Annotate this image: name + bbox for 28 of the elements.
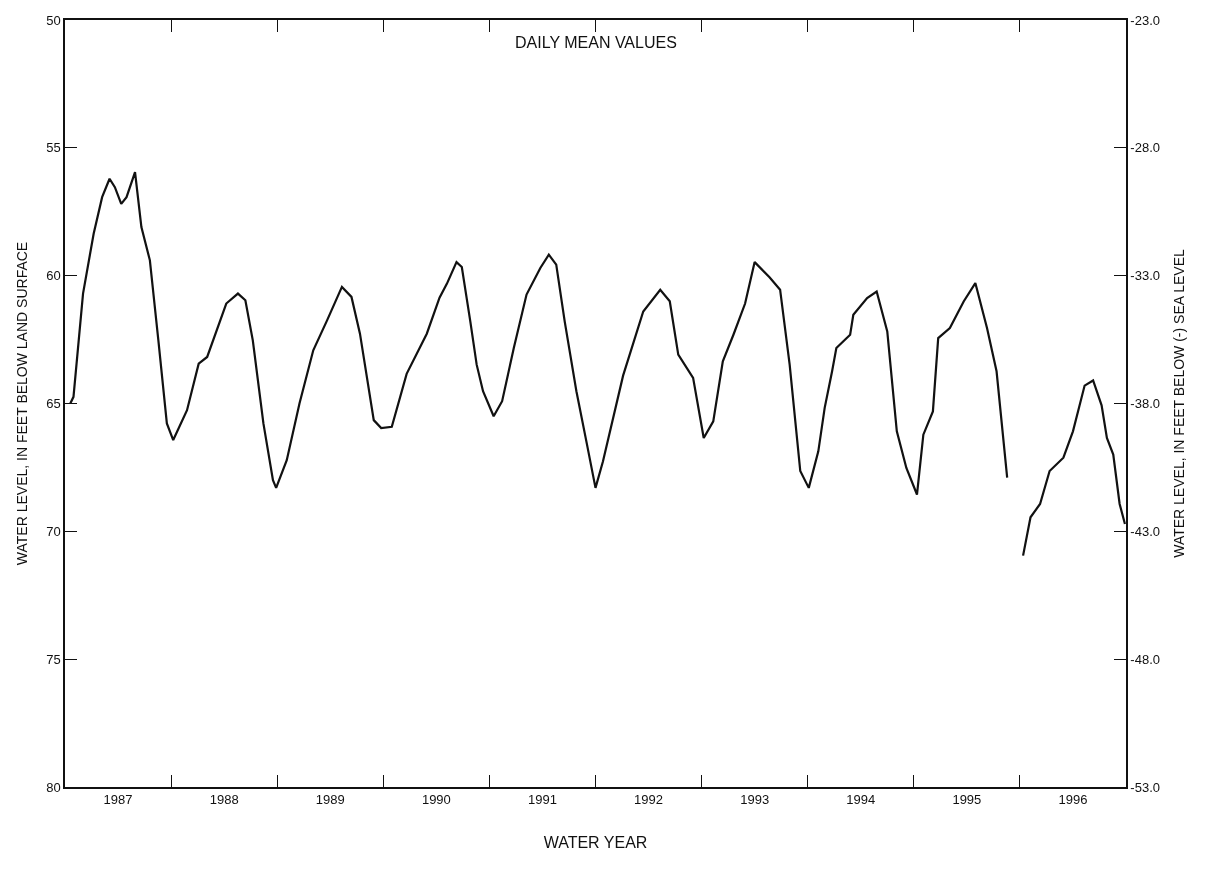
y2-tick-label: -38.0 xyxy=(1130,396,1160,412)
x-tick-label: 1995 xyxy=(952,792,982,808)
y2-axis-title: WATER LEVEL, IN FEET BELOW (-) SEA LEVEL xyxy=(1170,248,1187,558)
x-tick-label: 1987 xyxy=(103,792,133,808)
y2-tick-label: -33.0 xyxy=(1130,268,1160,284)
x-axis-title: WATER YEAR xyxy=(543,833,648,851)
x-tick-label: 1992 xyxy=(634,792,664,808)
y-tick-label: 55 xyxy=(46,140,61,156)
x-tick-label: 1988 xyxy=(209,792,239,808)
x-tick-label: 1990 xyxy=(421,792,451,808)
y-tick-label: 75 xyxy=(46,651,61,667)
x-tick-label: 1989 xyxy=(315,792,345,808)
y-tick-label: 70 xyxy=(46,523,61,539)
y2-tick-label: -43.0 xyxy=(1130,523,1160,539)
x-tick-label: 1994 xyxy=(846,792,876,808)
y2-tick-label: -23.0 xyxy=(1130,12,1160,28)
y2-tick-label: -48.0 xyxy=(1130,651,1160,667)
annotation: DAILY MEAN VALUES xyxy=(515,34,677,51)
x-tick-label: 1993 xyxy=(740,792,770,808)
x-tick-label: 1996 xyxy=(1058,792,1088,808)
y-tick-label: 60 xyxy=(46,268,61,284)
y-tick-label: 80 xyxy=(46,779,61,795)
y2-tick-label: -53.0 xyxy=(1130,779,1160,795)
y-axis-title: WATER LEVEL, IN FEET BELOW LAND SURFACE xyxy=(14,241,31,566)
y-tick-label: 50 xyxy=(46,12,61,28)
y2-tick-label: -28.0 xyxy=(1130,140,1160,156)
x-tick-label: 1991 xyxy=(527,792,557,808)
y-tick-label: 65 xyxy=(46,396,61,412)
